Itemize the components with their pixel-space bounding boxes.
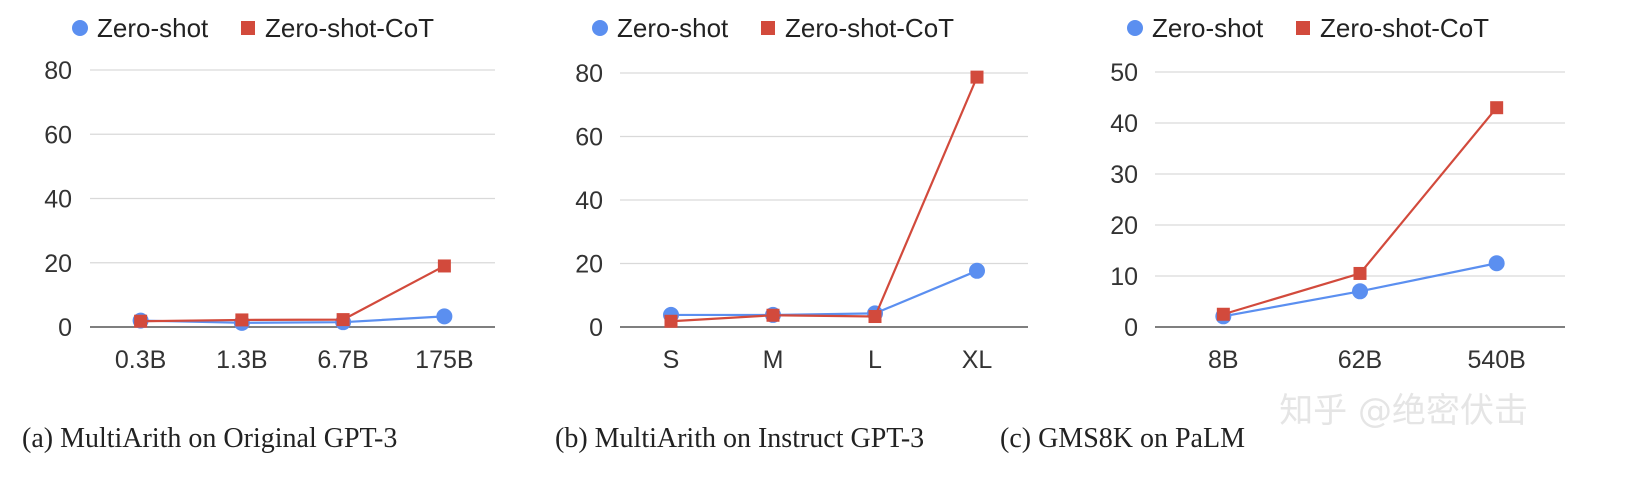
legend: Zero-shot Zero-shot-CoT — [1127, 13, 1489, 43]
y-tick-label: 40 — [575, 187, 603, 215]
legend-label-zero-shot: Zero-shot — [1152, 13, 1264, 43]
x-tick-label: XL — [962, 346, 993, 374]
watermark: 知乎 @绝密伏击 — [1279, 391, 1528, 431]
legend-marker-zero-shot-cot — [241, 21, 255, 35]
legend-marker-zero-shot — [592, 20, 608, 36]
x-tick-label: 1.3B — [216, 346, 267, 374]
series-line-zero-shot — [671, 269, 978, 317]
legend-label-zero-shot: Zero-shot — [617, 13, 729, 43]
legend: Zero-shot Zero-shot-CoT — [72, 13, 434, 43]
legend-marker-zero-shot — [72, 20, 88, 36]
x-tick-label: 0.3B — [115, 346, 166, 374]
legend: Zero-shot Zero-shot-CoT — [592, 13, 954, 43]
x-tick-label: L — [868, 346, 882, 374]
legend-label-zero-shot-cot: Zero-shot-CoT — [265, 13, 434, 43]
legend-marker-zero-shot — [1127, 20, 1143, 36]
y-tick-label: 0 — [589, 314, 603, 342]
x-tick-label: 8B — [1208, 346, 1239, 374]
x-tick-label: M — [763, 346, 784, 374]
series-line-zero-shot-cot — [1223, 107, 1498, 316]
y-tick-label: 20 — [44, 250, 72, 278]
series-line-zero-shot — [140, 315, 445, 324]
data-point-zero-shot-cot — [1216, 307, 1230, 321]
y-tick-label: 0 — [1124, 314, 1138, 342]
series-line-zero-shot-cot — [140, 264, 445, 323]
data-point-zero-shot-cot — [437, 259, 451, 273]
x-tick-label: 6.7B — [317, 346, 368, 374]
x-tick-label: S — [663, 346, 680, 374]
y-tick-label: 50 — [1110, 59, 1138, 87]
chart-panel-1: Zero-shot Zero-shot-CoT 0 20 40 60 80 0.3B 1.3B 6… — [22, 13, 495, 454]
legend-label-zero-shot-cot: Zero-shot-CoT — [785, 13, 954, 43]
x-tick-label: 62B — [1338, 346, 1382, 374]
legend-label-zero-shot: Zero-shot — [97, 13, 209, 43]
y-tick-label: 20 — [1110, 212, 1138, 240]
data-point-zero-shot — [436, 308, 453, 325]
y-tick-label: 30 — [1110, 161, 1138, 189]
chart-panel-2: Zero-shot Zero-shot-CoT 0 20 40 60 80 S M L XL (b) … — [555, 13, 1028, 454]
data-point-zero-shot-cot — [766, 308, 780, 322]
legend-label-zero-shot-cot: Zero-shot-CoT — [1320, 13, 1489, 43]
x-tick-label: 540B — [1467, 346, 1525, 374]
data-point-zero-shot-cot — [664, 314, 678, 328]
data-point-zero-shot — [1352, 283, 1368, 300]
data-point-zero-shot-cot — [970, 70, 984, 84]
legend-marker-zero-shot-cot — [761, 21, 775, 35]
chart-caption: (b) MultiArith on Instruct GPT-3 — [555, 423, 924, 454]
chart-panel-3: Zero-shot Zero-shot-CoT 0 10 20 30 40 50 8B 62B 54… — [1000, 13, 1565, 454]
data-point-zero-shot-cot — [1353, 266, 1367, 280]
data-point-zero-shot-cot — [1490, 101, 1504, 115]
series-line-zero-shot-cot — [670, 76, 979, 323]
legend-marker-zero-shot-cot — [1296, 21, 1310, 35]
y-tick-label: 40 — [1110, 110, 1138, 138]
y-tick-label: 60 — [44, 121, 72, 149]
y-tick-label: 60 — [575, 124, 603, 152]
data-point-zero-shot — [1488, 255, 1505, 272]
y-tick-label: 20 — [575, 251, 603, 279]
data-point-zero-shot-cot — [235, 313, 249, 327]
y-tick-label: 0 — [58, 314, 72, 342]
y-tick-label: 80 — [44, 57, 72, 85]
chart-caption: (c) GMS8K on PaLM — [1000, 423, 1245, 454]
y-tick-label: 40 — [44, 186, 72, 214]
y-tick-label: 80 — [575, 60, 603, 88]
data-point-zero-shot — [969, 262, 985, 279]
y-tick-label: 10 — [1110, 263, 1138, 291]
data-point-zero-shot-cot — [336, 313, 350, 327]
chart-caption: (a) MultiArith on Original GPT-3 — [22, 423, 397, 454]
data-point-zero-shot-cot — [134, 314, 148, 328]
x-tick-label: 175B — [415, 346, 473, 374]
data-point-zero-shot-cot — [868, 310, 882, 324]
